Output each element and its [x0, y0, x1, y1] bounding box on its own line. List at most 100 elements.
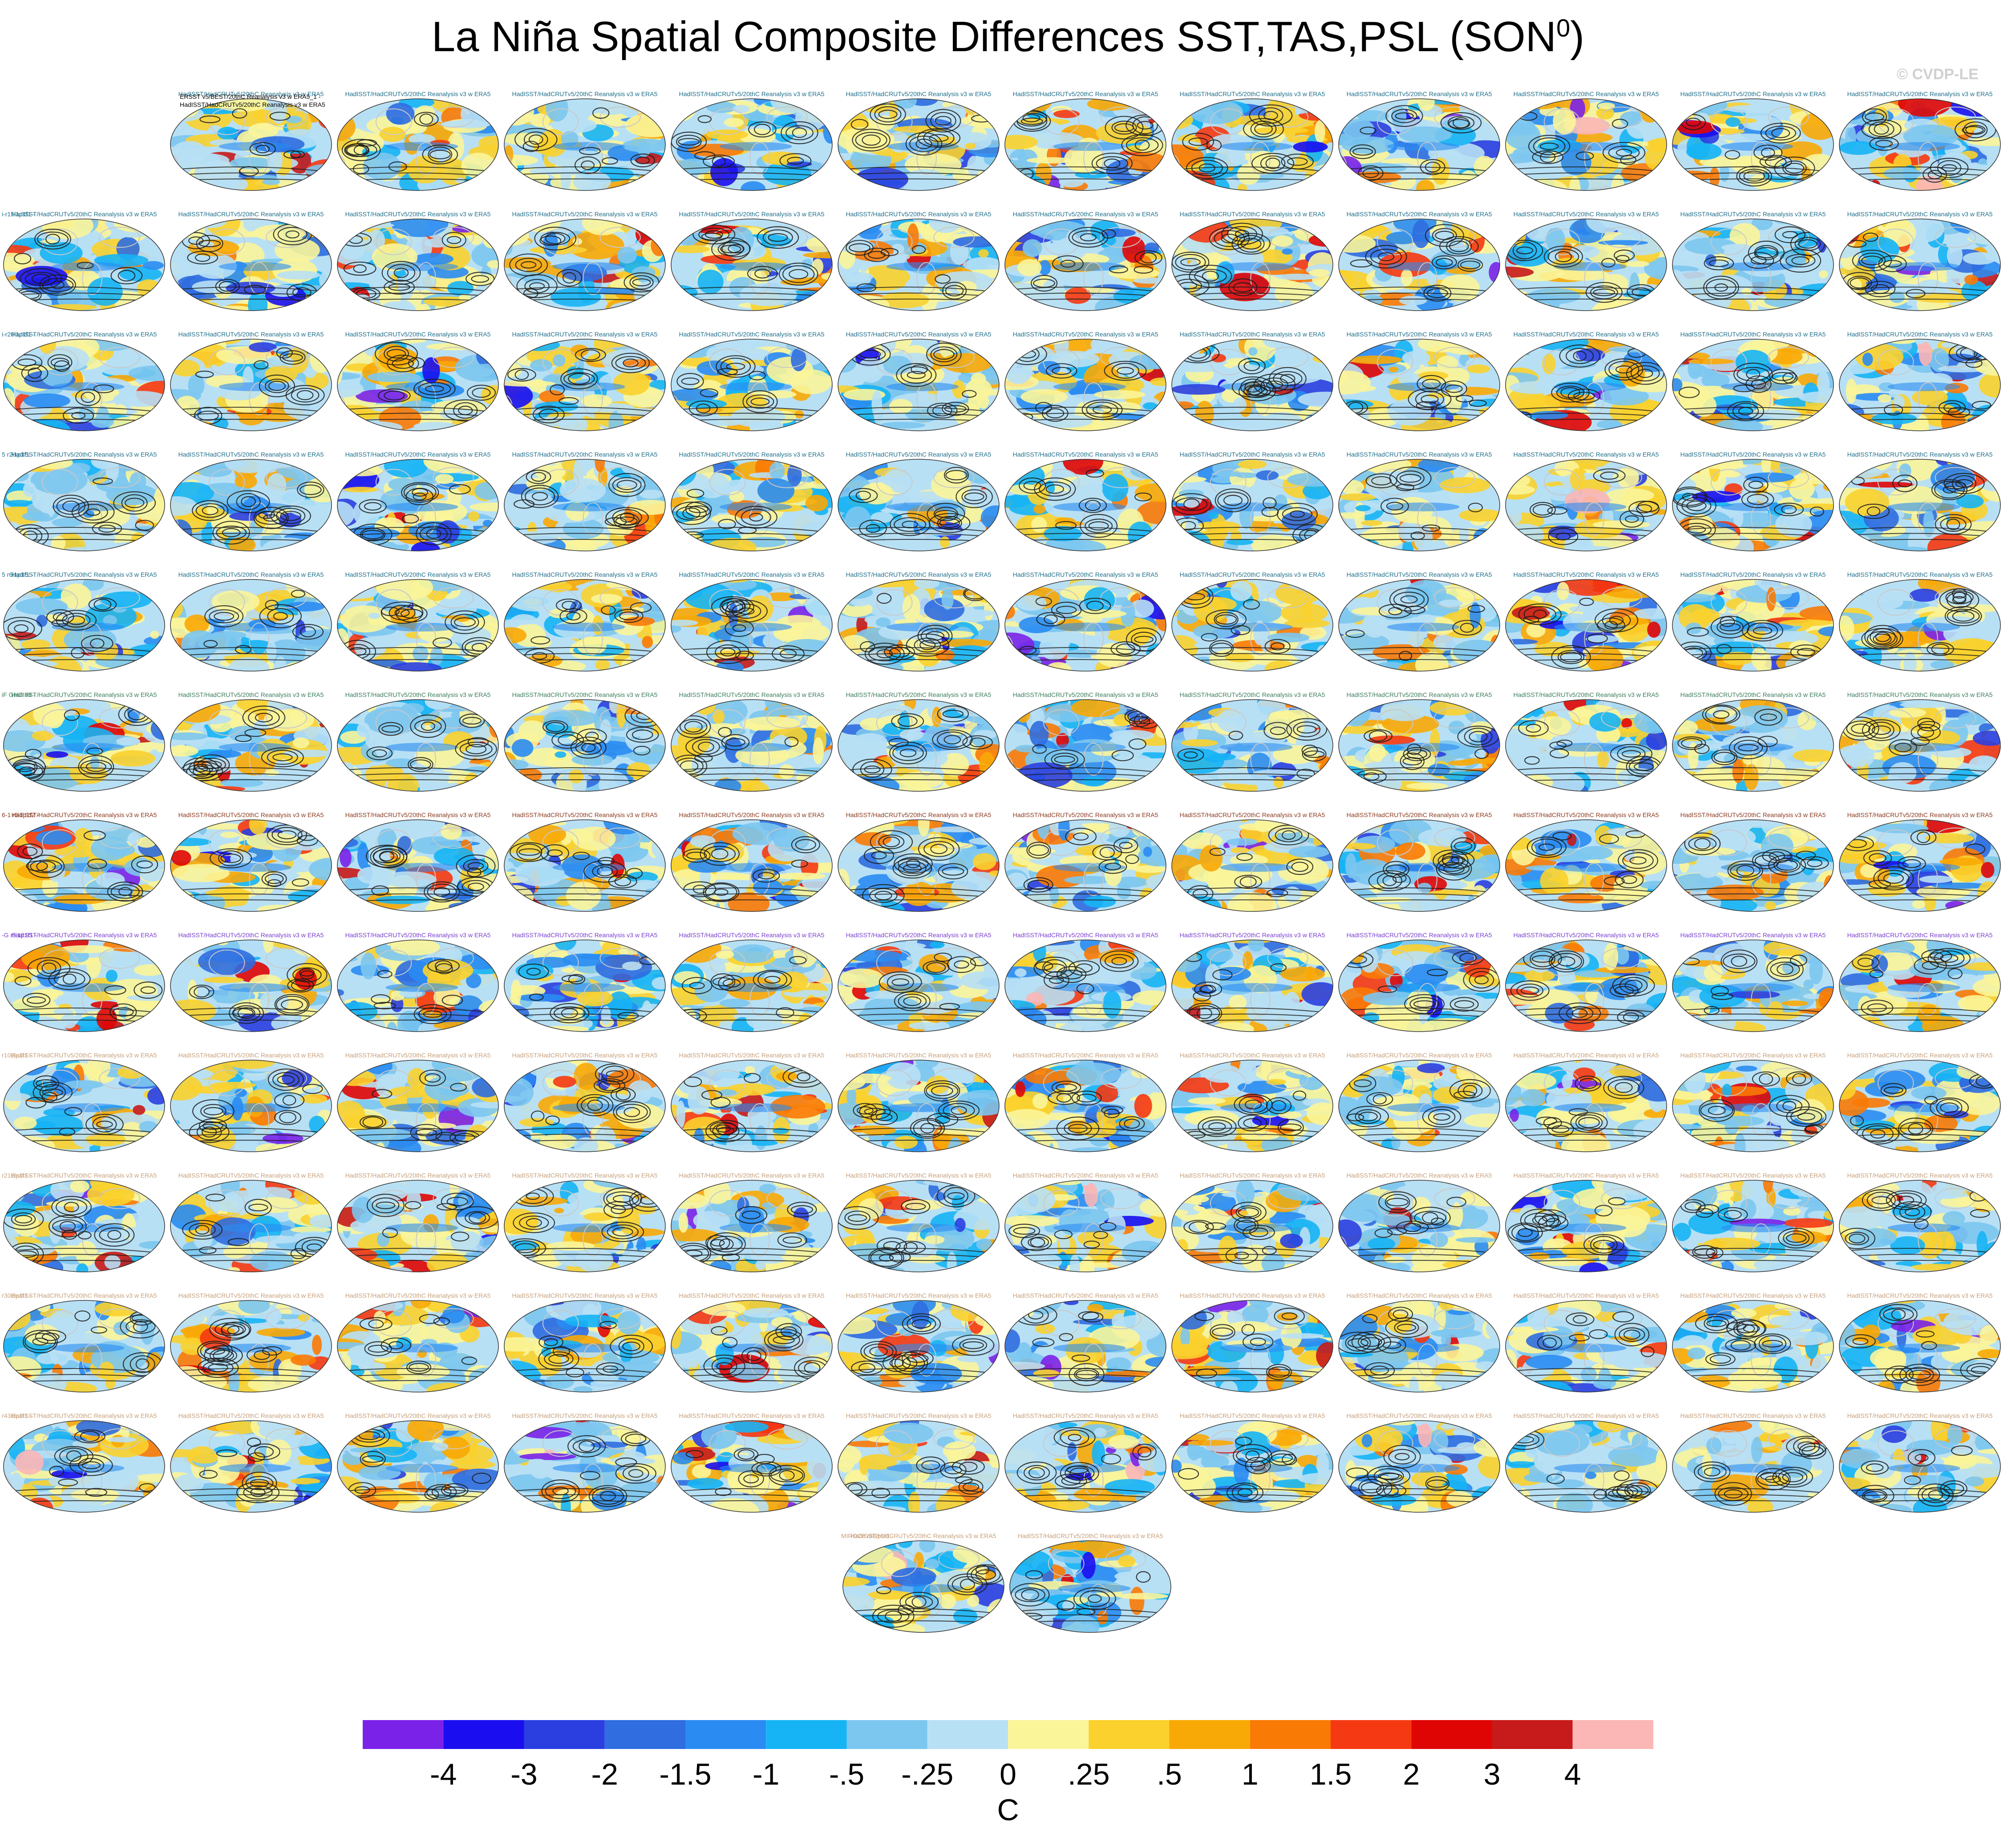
panel-title: HadISST/HadCRUTv5/20thC Reanalysis v3 w …: [679, 1052, 825, 1059]
map-panel: HadISST/HadCRUTv5/20thC Reanalysis v3 w …: [1672, 211, 1834, 311]
panel-title: HadISST/HadCRUTv5/20thC Reanalysis v3 w …: [1847, 331, 1993, 338]
map-panel: HadISST/HadCRUTv5/20thC Reanalysis v3 w …: [1171, 691, 1333, 792]
map-panel: HadISST/HadCRUTv5/20thC Reanalysis v3 w …: [841, 1532, 1004, 1633]
map-panel: HadISST/HadCRUTv5/20thC Reanalysis v3 w …: [1171, 451, 1333, 551]
panel-title: HadISST/HadCRUTv5/20thC Reanalysis v3 w …: [1347, 1292, 1492, 1299]
panel-title: HadISST/HadCRUTv5/20thC Reanalysis v3 w …: [1847, 211, 1993, 218]
map-panel: HadISST/HadCRUTv5/20thC Reanalysis v3 w …: [2, 1412, 165, 1513]
panel-title: HadISST/HadCRUTv5/20thC Reanalysis v3 w …: [1180, 1292, 1325, 1299]
map-panel: HadISST/HadCRUTv5/20thC Reanalysis v3 w …: [2, 331, 165, 431]
panel-row-label: i-r20i1p1f1 -: [2, 331, 35, 338]
panel-title: HadISST/HadCRUTv5/20thC Reanalysis v3 w …: [12, 571, 157, 578]
panel-title: HadISST/HadCRUTv5/20thC Reanalysis v3 w …: [846, 1172, 992, 1179]
panel-title: HadISST/HadCRUTv5/20thC Reanalysis v3 w …: [1847, 90, 1993, 97]
panel-title: HadISST/HadCRUTv5/20thC Reanalysis v3 w …: [12, 1412, 157, 1419]
panel-title: HadISST/HadCRUTv5/20thC Reanalysis v3 w …: [1514, 211, 1659, 218]
panel-title: HadISST/HadCRUTv5/20thC Reanalysis v3 w …: [1013, 691, 1158, 698]
map-panel: HadISST/HadCRUTv5/20thC Reanalysis v3 w …: [1672, 1052, 1834, 1152]
chart-title: La Niña Spatial Composite Differences SS…: [431, 13, 1585, 61]
panel-title: HadISST/HadCRUTv5/20thC Reanalysis v3 w …: [1347, 451, 1492, 458]
panel-title: HadISST/HadCRUTv5/20thC Reanalysis v3 w …: [1180, 811, 1325, 818]
map-panel: HadISST/HadCRUTv5/20thC Reanalysis v3 w …: [2, 1052, 165, 1152]
panel-title: HadISST/HadCRUTv5/20thC Reanalysis v3 w …: [1180, 931, 1325, 939]
panel-title: HadISST/HadCRUTv5/20thC Reanalysis v3 w …: [345, 331, 491, 338]
panel-title: HadISST/HadCRUTv5/20thC Reanalysis v3 w …: [1013, 811, 1158, 818]
map-panel: HadISST/HadCRUTv5/20thC Reanalysis v3 w …: [1672, 1172, 1834, 1272]
map-panel: HadISST/HadCRUTv5/20thC Reanalysis v3 w …: [504, 571, 666, 672]
map-panel: HadISST/HadCRUTv5/20thC Reanalysis v3 w …: [1672, 811, 1834, 912]
map-panel: HadISST/HadCRUTv5/20thC Reanalysis v3 w …: [1338, 451, 1500, 551]
map-panel: HadISST/HadCRUTv5/20thC Reanalysis v3 w …: [170, 90, 332, 191]
panel-title: HadISST/HadCRUTv5/20thC Reanalysis v3 w …: [1013, 1412, 1158, 1419]
map-panel: HadISST/HadCRUTv5/20thC Reanalysis v3 w …: [337, 811, 499, 912]
panel-title: HadISST/HadCRUTv5/20thC Reanalysis v3 w …: [178, 211, 324, 218]
map-panel: HadISST/HadCRUTv5/20thC Reanalysis v3 w …: [1338, 1292, 1500, 1393]
map-panel: HadISST/HadCRUTv5/20thC Reanalysis v3 w …: [1171, 211, 1333, 311]
panel-title: HadISST/HadCRUTv5/20thC Reanalysis v3 w …: [12, 1052, 157, 1059]
map-panel: HadISST/HadCRUTv5/20thC Reanalysis v3 w …: [671, 1412, 833, 1513]
panel-title: HadISST/HadCRUTv5/20thC Reanalysis v3 w …: [846, 451, 992, 458]
panel-title: HadISST/HadCRUTv5/20thC Reanalysis v3 w …: [1013, 1172, 1158, 1179]
map-panel: HadISST/HadCRUTv5/20thC Reanalysis v3 w …: [337, 90, 499, 191]
map-panel: HadISST/HadCRUTv5/20thC Reanalysis v3 w …: [1171, 90, 1333, 191]
map-panel: HadISST/HadCRUTv5/20thC Reanalysis v3 w …: [1505, 691, 1667, 792]
map-panel: HadISST/HadCRUTv5/20thC Reanalysis v3 w …: [1672, 691, 1834, 792]
panel-title: HadISST/HadCRUTv5/20thC Reanalysis v3 w …: [846, 931, 992, 939]
panel-title: HadISST/HadCRUTv5/20thC Reanalysis v3 w …: [178, 811, 324, 818]
panel-title: HadISST/HadCRUTv5/20thC Reanalysis v3 w …: [345, 1292, 491, 1299]
panel-title: HadISST/HadCRUTv5/20thC Reanalysis v3 w …: [12, 931, 157, 939]
map-panel: HadISST/HadCRUTv5/20thC Reanalysis v3 w …: [671, 211, 833, 311]
panel-title: HadISST/HadCRUTv5/20thC Reanalysis v3 w …: [846, 1292, 992, 1299]
panel-title: HadISST/HadCRUTv5/20thC Reanalysis v3 w …: [679, 1172, 825, 1179]
panel-title: HadISST/HadCRUTv5/20thC Reanalysis v3 w …: [1514, 331, 1659, 338]
map-panel: HadISST/HadCRUTv5/20thC Reanalysis v3 w …: [504, 1412, 666, 1513]
panel-title: HadISST/HadCRUTv5/20thC Reanalysis v3 w …: [1680, 691, 1826, 698]
panel-title: HadISST/HadCRUTv5/20thC Reanalysis v3 w …: [1847, 811, 1993, 818]
panel-title: HadISST/HadCRUTv5/20thC Reanalysis v3 w …: [679, 1292, 825, 1299]
map-panel: HadISST/HadCRUTv5/20thC Reanalysis v3 w …: [170, 331, 332, 431]
panel-title: HadISST/HadCRUTv5/20thC Reanalysis v3 w …: [1514, 1052, 1659, 1059]
map-panel: HadISST/HadCRUTv5/20thC Reanalysis v3 w …: [1505, 451, 1667, 551]
map-panel: HadISST/HadCRUTv5/20thC Reanalysis v3 w …: [1672, 1292, 1834, 1393]
panel-title: HadISST/HadCRUTv5/20thC Reanalysis v3 w …: [1180, 571, 1325, 578]
map-panel: HadISST/HadCRUTv5/20thC Reanalysis v3 w …: [671, 331, 833, 431]
map-panel: HadISST/HadCRUTv5/20thC Reanalysis v3 w …: [337, 691, 499, 792]
panel-title: HadISST/HadCRUTv5/20thC Reanalysis v3 w …: [1347, 90, 1492, 97]
map-panel: HadISST/HadCRUTv5/20thC Reanalysis v3 w …: [2, 811, 165, 912]
map-panel: HadISST/HadCRUTv5/20thC Reanalysis v3 w …: [1839, 451, 2001, 551]
map-panel: HadISST/HadCRUTv5/20thC Reanalysis v3 w …: [671, 1292, 833, 1393]
panel-title: HadISST/HadCRUTv5/20thC Reanalysis v3 w …: [846, 211, 992, 218]
panel-title: HadISST/HadCRUTv5/20thC Reanalysis v3 w …: [1847, 1172, 1993, 1179]
panel-row-label: r43i1p1f1 -: [2, 1412, 32, 1419]
panel-title: HadISST/HadCRUTv5/20thC Reanalysis v3 w …: [1013, 211, 1158, 218]
map-panel: HadISST/HadCRUTv5/20thC Reanalysis v3 w …: [1004, 931, 1166, 1032]
panel-title: HadISST/HadCRUTv5/20thC Reanalysis v3 w …: [1680, 1412, 1826, 1419]
panel-title: HadISST/HadCRUTv5/20thC Reanalysis v3 w …: [1514, 451, 1659, 458]
panel-title: HadISST/HadCRUTv5/20thC Reanalysis v3 w …: [846, 1052, 992, 1059]
map-panel: HadISST/HadCRUTv5/20thC Reanalysis v3 w …: [1505, 571, 1667, 672]
panel-title: HadISST/HadCRUTv5/20thC Reanalysis v3 w …: [679, 691, 825, 698]
panel-title: HadISST/HadCRUTv5/20thC Reanalysis v3 w …: [12, 211, 157, 218]
panel-title: HadISST/HadCRUTv5/20thC Reanalysis v3 w …: [1180, 211, 1325, 218]
panel-title: HadISST/HadCRUTv5/20thC Reanalysis v3 w …: [1013, 331, 1158, 338]
panel-title: HadISST/HadCRUTv5/20thC Reanalysis v3 w …: [1680, 931, 1826, 939]
map-panel: HadISST/HadCRUTv5/20thC Reanalysis v3 w …: [838, 931, 1000, 1032]
map-panel: HadISST/HadCRUTv5/20thC Reanalysis v3 w …: [1505, 1172, 1667, 1272]
map-panel: HadISST/HadCRUTv5/20thC Reanalysis v3 w …: [1505, 1292, 1667, 1393]
panel-title: HadISST/HadCRUTv5/20thC Reanalysis v3 w …: [1514, 571, 1659, 578]
panel-title: HadISST/HadCRUTv5/20thC Reanalysis v3 w …: [1180, 90, 1325, 97]
panel-title: HadISST/HadCRUTv5/20thC Reanalysis v3 w …: [1514, 1172, 1659, 1179]
map-panel: HadISST/HadCRUTv5/20thC Reanalysis v3 w …: [1505, 931, 1667, 1032]
map-panel: HadISST/HadCRUTv5/20thC Reanalysis v3 w …: [2, 1292, 165, 1393]
panel-title: HadISST/HadCRUTv5/20thC Reanalysis v3 w …: [1847, 451, 1993, 458]
watermark: © CVDP-LE: [1897, 66, 1979, 83]
panel-row-label: MIROC6 r8i1p1f1 -: [841, 1532, 894, 1539]
panel-title: HadISST/HadCRUTv5/20thC Reanalysis v3 w …: [178, 331, 324, 338]
panel-title: HadISST/HadCRUTv5/20thC Reanalysis v3 w …: [345, 691, 491, 698]
panel-title: HadISST/HadCRUTv5/20thC Reanalysis v3 w …: [178, 1292, 324, 1299]
panel-title: HadISST/HadCRUTv5/20thC Reanalysis v3 w …: [1180, 451, 1325, 458]
map-panel: HadISST/HadCRUTv5/20thC Reanalysis v3 w …: [1839, 1292, 2001, 1393]
map-panel: HadISST/HadCRUTv5/20thC Reanalysis v3 w …: [671, 691, 833, 792]
map-panel: HadISST/HadCRUTv5/20thC Reanalysis v3 w …: [1505, 331, 1667, 431]
map-panel: HadISST/HadCRUTv5/20thC Reanalysis v3 w …: [504, 811, 666, 912]
